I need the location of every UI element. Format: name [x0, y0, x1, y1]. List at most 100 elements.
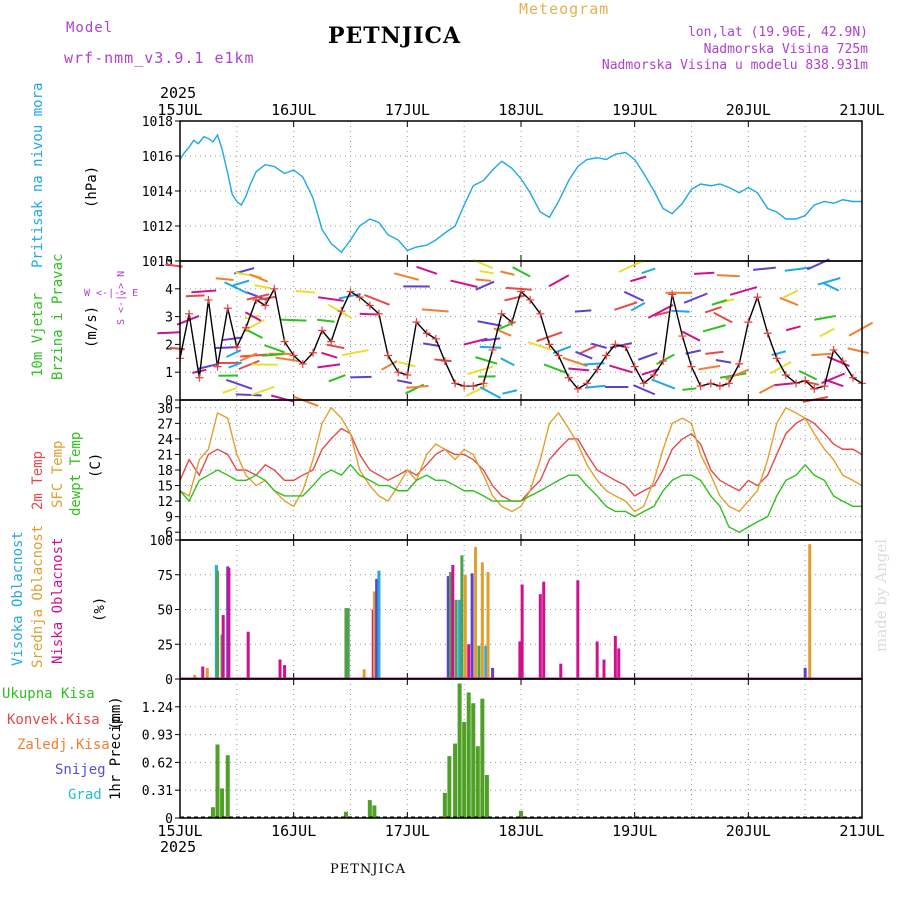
pressure-ytick-label: 1012	[142, 220, 173, 235]
pressure-series-line	[179, 133, 862, 254]
wind-direction-arrow	[575, 350, 593, 360]
wind-direction-arrow	[477, 320, 502, 327]
wind-speed-marker	[517, 287, 525, 296]
wind-direction-arrow	[224, 281, 249, 295]
pressure-panel: 1010 1012 1014 1016 1018	[142, 115, 863, 270]
wind-speed-marker	[696, 382, 705, 391]
precip-bar	[372, 805, 377, 818]
wind-direction-arrow	[326, 343, 345, 350]
wind-direction-arrow	[226, 378, 253, 390]
cloud-bar	[595, 641, 599, 679]
wind-speed-marker	[308, 348, 317, 357]
wind-ytick-label: 4	[165, 283, 173, 298]
cloud-bar	[808, 544, 812, 679]
wind-direction-arrow	[264, 344, 285, 354]
wind-speed-marker	[497, 309, 506, 318]
wind-direction-arrow	[275, 356, 301, 363]
cloud-bar	[346, 608, 350, 679]
wind-direction-arrow	[630, 275, 647, 283]
cloud-bar	[518, 641, 522, 679]
wind-speed-marker	[744, 318, 753, 327]
wind-direction-arrow	[191, 289, 217, 294]
x-tick-label-bottom: 18JUL	[498, 822, 543, 840]
wind-direction-arrow	[398, 361, 416, 368]
x-tick-label-bottom: 19JUL	[612, 822, 657, 840]
wind-direction-arrow	[244, 311, 262, 322]
wind-direction-arrow	[157, 331, 181, 335]
pressure-ytick-label: 1010	[142, 255, 173, 270]
wind-speed-marker	[678, 332, 687, 341]
wind-series-line	[179, 286, 863, 390]
cloud-bar	[463, 574, 467, 679]
wind-direction-arrow	[421, 308, 449, 313]
cloud-bar	[470, 573, 474, 679]
wind-direction-arrow	[584, 384, 606, 389]
wind-speed-marker	[440, 357, 449, 366]
wind-direction-arrow	[416, 265, 438, 275]
wind-speed-marker	[602, 351, 611, 360]
wind-direction-arrow	[422, 342, 441, 348]
cloud-bar	[559, 663, 563, 679]
temperature-ytick-label: 30	[157, 402, 173, 417]
wind-direction-arrow	[228, 361, 243, 369]
x-tick-label-top: 17JUL	[385, 101, 430, 119]
wind-speed-marker	[715, 382, 724, 391]
precip-ytick-label: 0.93	[142, 729, 173, 744]
wind-ytick-label: 1	[165, 366, 173, 381]
wind-ytick-label: 3	[165, 311, 173, 326]
wind-direction-arrow	[242, 319, 265, 333]
meteogram-label: Meteogram	[519, 0, 610, 18]
wind-speed-marker	[469, 382, 478, 391]
wind-direction-arrow	[235, 271, 263, 279]
wind-direction-arrow	[254, 284, 272, 290]
wind-direction-arrow	[574, 309, 592, 313]
cloud-bar	[193, 674, 197, 679]
wind-speed-marker	[573, 384, 582, 393]
footer-title: PETNJICA	[330, 862, 406, 877]
precip-ytick-label: 0	[165, 812, 173, 827]
wind-direction-arrow	[814, 314, 837, 321]
wind-direction-arrow	[637, 351, 658, 361]
x-tick-label-bottom: 16JUL	[271, 822, 316, 840]
wind-speed-marker	[593, 365, 602, 374]
wind-direction-arrow	[318, 296, 344, 302]
wind-direction-arrow	[811, 352, 832, 357]
wind-speed-marker	[365, 301, 374, 310]
wind-direction-arrow	[475, 278, 492, 282]
wind-speed-marker	[582, 379, 591, 388]
wind-direction-arrow	[293, 395, 319, 407]
precip-bar	[210, 807, 215, 818]
temperature-ytick-label: 12	[157, 495, 173, 510]
cloud-bar	[372, 591, 376, 679]
wind-direction-arrow	[249, 273, 269, 283]
wind-direction-arrow	[704, 305, 722, 314]
wind-direction-arrow	[527, 341, 552, 351]
wind-speed-marker	[374, 309, 383, 318]
wind-direction-arrow	[618, 260, 643, 273]
wind-speed-marker	[318, 326, 327, 335]
wind-direction-arrow	[705, 350, 724, 355]
wind-speed-marker	[232, 343, 241, 352]
wind-direction-arrow	[244, 327, 263, 339]
cloud-bar	[344, 608, 348, 679]
cloud-bar	[613, 635, 617, 679]
cloud-bar	[477, 645, 481, 679]
pressure-ytick-label: 1014	[142, 185, 173, 200]
wind-direction-arrow	[784, 266, 811, 272]
wind-direction-arrow	[623, 290, 645, 302]
wind-direction-arrow	[479, 345, 502, 349]
wind-direction-arrow	[502, 389, 518, 395]
wind-speed-marker	[412, 318, 421, 327]
wind-speed-marker	[668, 290, 677, 299]
temperature-series-line	[179, 406, 863, 513]
cloud-bar	[474, 546, 478, 679]
wind-speed-marker	[394, 368, 403, 377]
wind-direction-arrow	[536, 331, 563, 343]
wind-direction-arrow	[232, 279, 250, 287]
precip-bar	[343, 811, 348, 818]
wind-direction-arrow	[381, 360, 398, 371]
x-tick-label-top: 20JUL	[726, 101, 771, 119]
x-tick-label-top: 19JUL	[612, 101, 657, 119]
wind-speed-marker	[735, 359, 744, 368]
